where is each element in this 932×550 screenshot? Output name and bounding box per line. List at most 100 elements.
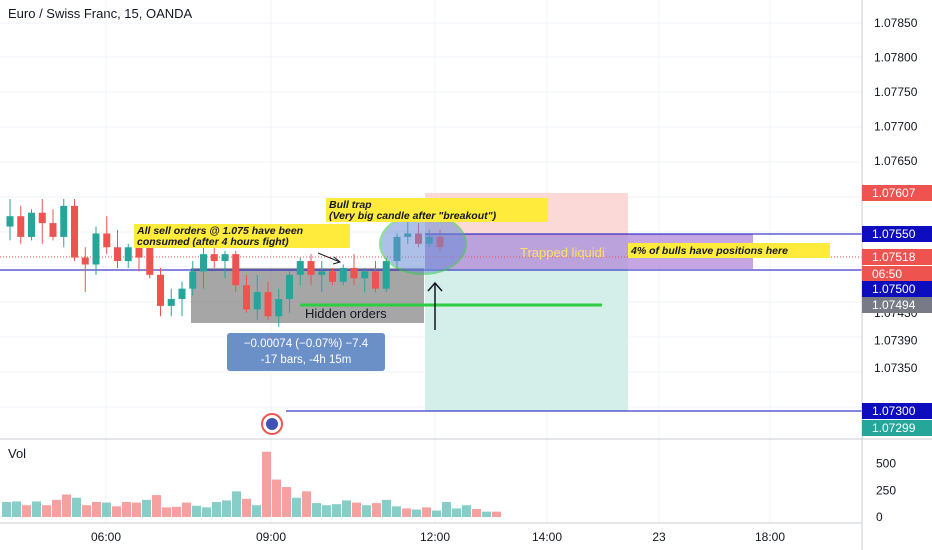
chart-title: Euro / Swiss Franc, 15, OANDA <box>8 6 193 21</box>
volume-bar <box>92 502 101 517</box>
candle-body <box>296 261 304 275</box>
volume-bar <box>332 504 341 517</box>
volume-bar <box>272 479 281 517</box>
candle-body <box>221 254 229 262</box>
volume-bar <box>292 497 301 517</box>
volume-bar <box>152 495 161 517</box>
bull-trap-label-line1: Bull trap <box>329 199 372 211</box>
sell-orders-label-bg <box>134 224 350 248</box>
volume-bar <box>122 502 131 517</box>
candle-body <box>103 233 111 248</box>
candle-body <box>114 247 121 262</box>
candle-body <box>329 271 336 282</box>
price-label-text: 1.07500 <box>872 282 916 296</box>
volume-bar <box>452 508 461 517</box>
price-label-box <box>862 266 932 282</box>
price-label-text: 1.07494 <box>872 298 916 312</box>
volume-bar <box>132 502 141 517</box>
measure-tooltip-line2: -17 bars, -4h 15m <box>261 354 352 366</box>
candle-body <box>339 267 347 282</box>
volume-bars <box>2 451 501 517</box>
volume-bar <box>322 505 331 517</box>
price-label-box <box>862 249 932 265</box>
price-label-text: 1.07607 <box>872 186 916 200</box>
price-label-text: 06:50 <box>872 267 902 281</box>
volume-bar <box>42 505 51 517</box>
volume-bar <box>2 502 11 517</box>
volume-bar <box>162 507 171 517</box>
price-label-box <box>862 297 932 313</box>
candle-body <box>135 247 143 258</box>
volume-bar <box>202 507 211 517</box>
candle-body <box>275 299 283 317</box>
candle-body <box>350 267 358 279</box>
price-label-text: 1.07300 <box>872 404 916 418</box>
candle-body <box>6 216 14 227</box>
sell-orders-label-line1: All sell orders @ 1.075 have been <box>136 225 303 237</box>
volume-bar <box>302 491 311 517</box>
volume-bar <box>442 502 451 517</box>
volume-bar <box>252 505 261 517</box>
candle-body <box>17 216 25 237</box>
volume-bar <box>462 505 471 517</box>
volume-bar <box>492 511 501 517</box>
price-label-text: 1.07550 <box>872 227 916 241</box>
candle-body <box>253 292 261 310</box>
volume-bar <box>62 494 71 517</box>
price-label-box <box>862 281 932 297</box>
volume-bar <box>352 502 361 517</box>
candle-body <box>81 257 89 265</box>
price-label-box <box>862 420 932 436</box>
volume-bar <box>372 503 381 517</box>
volume-bar <box>222 500 231 517</box>
volume-bar <box>212 502 221 517</box>
price-tick-label: 1.07850 <box>874 16 918 30</box>
candle-body <box>71 205 78 258</box>
candle-body <box>28 212 35 237</box>
candle-body <box>38 212 46 224</box>
volume-bar <box>102 502 111 517</box>
price-tick-label: 1.07700 <box>874 120 918 134</box>
candle-body <box>167 299 175 306</box>
annotations: All sell orders @ 1.075 have beenconsume… <box>134 198 830 435</box>
time-tick-label: 09:00 <box>256 530 286 544</box>
bulls-positions-label-bg <box>628 243 830 258</box>
bulls-positions-label: 4% of bulls have positions here <box>630 245 788 257</box>
volume-tick-label: 0 <box>876 510 883 524</box>
time-tick-label: 14:00 <box>532 530 562 544</box>
volume-bar <box>362 505 371 517</box>
candle-body <box>264 292 272 317</box>
candle-body <box>372 271 379 289</box>
candle-body <box>146 247 154 275</box>
volume-bar <box>382 499 391 517</box>
sell-orders-arrow <box>317 252 341 263</box>
candle-body <box>157 274 164 306</box>
volume-bar <box>142 499 151 517</box>
trapped-liquidity-text: Trapped liquidi <box>520 245 605 260</box>
candle-body <box>60 205 68 237</box>
measure-tooltip-bg <box>227 333 385 371</box>
volume-bar <box>432 510 441 517</box>
candle-body <box>361 271 369 279</box>
price-label-box <box>862 226 932 242</box>
price-tick-label: 1.07750 <box>874 85 918 99</box>
candle-body <box>307 261 315 275</box>
candle-body <box>210 254 218 262</box>
candle-body <box>189 271 197 289</box>
volume-bar <box>82 505 91 517</box>
candle-body <box>232 254 240 286</box>
candle-body <box>178 288 186 299</box>
volume-bar <box>262 451 271 517</box>
volume-tick-label: 250 <box>876 483 896 497</box>
price-label-box <box>862 185 932 201</box>
up-arrow-head <box>427 281 443 292</box>
volume-bar <box>72 497 81 517</box>
hidden-orders-label: Hidden orders <box>305 306 387 321</box>
volume-bar <box>472 508 481 517</box>
candle-body <box>318 271 326 275</box>
volume-panel-label: Vol <box>8 446 27 461</box>
sell-orders-label-line2: consumed (after 4 hours fight) <box>137 236 289 248</box>
volume-bar <box>282 487 291 517</box>
